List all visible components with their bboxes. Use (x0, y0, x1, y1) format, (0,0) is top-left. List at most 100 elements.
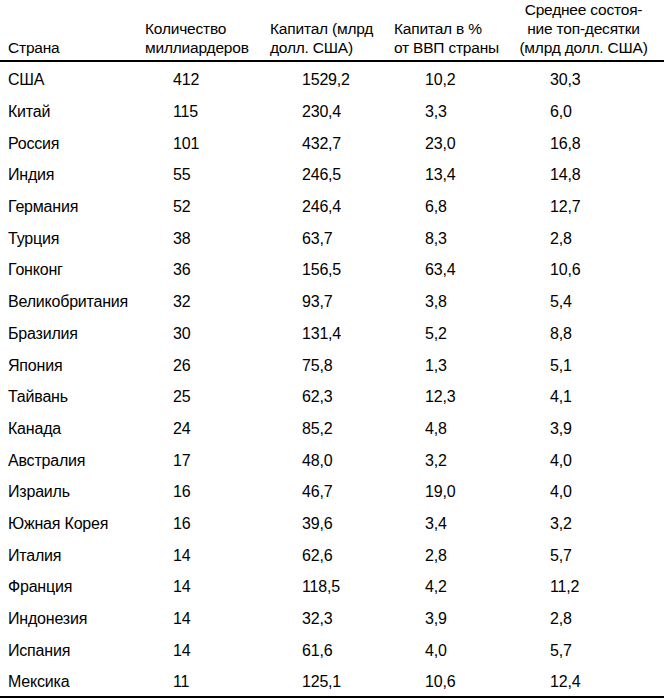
cell-avg-top10-wealth: 5,7 (503, 547, 664, 565)
table-row: Япония2675,81,35,1 (0, 347, 664, 379)
cell-country: Индия (0, 166, 145, 184)
cell-billionaire-count: 115 (145, 103, 270, 121)
column-header-avg-top10-wealth: Среднее состоя- ние топ-десятки (млрд до… (503, 0, 664, 57)
cell-billionaire-count: 26 (145, 357, 270, 375)
cell-billionaire-count: 24 (145, 420, 270, 438)
cell-capital: 156,5 (270, 261, 394, 279)
table-row: Южная Корея1639,63,43,2 (0, 506, 664, 538)
cell-country: Великобритания (0, 293, 145, 311)
cell-capital: 48,0 (270, 452, 394, 470)
table-row: Гонконг36156,563,410,6 (0, 252, 664, 284)
cell-avg-top10-wealth: 16,8 (503, 135, 664, 153)
cell-billionaire-count: 32 (145, 293, 270, 311)
cell-avg-top10-wealth: 8,8 (503, 325, 664, 343)
cell-avg-top10-wealth: 2,8 (503, 230, 664, 248)
cell-capital: 63,7 (270, 230, 394, 248)
cell-billionaire-count: 17 (145, 452, 270, 470)
column-header-line: Капитал в % (394, 19, 503, 38)
table-row: США4121529,210,230,3 (0, 62, 664, 94)
cell-capital: 432,7 (270, 135, 394, 153)
cell-avg-top10-wealth: 12,4 (503, 673, 664, 691)
column-header-line: Капитал (млрд (270, 19, 394, 38)
table-row: Австралия1748,03,24,0 (0, 442, 664, 474)
cell-capital: 39,6 (270, 515, 394, 533)
cell-capital-pct-gdp: 6,8 (394, 198, 503, 216)
cell-capital-pct-gdp: 3,4 (394, 515, 503, 533)
table-row: Индонезия1432,33,92,8 (0, 601, 664, 633)
cell-country: США (0, 71, 145, 89)
cell-capital: 32,3 (270, 610, 394, 628)
cell-capital: 93,7 (270, 293, 394, 311)
table-header: Страна Количество миллиардеров Капитал (… (0, 0, 664, 62)
table-row: Израиль1646,719,04,0 (0, 474, 664, 506)
cell-country: Южная Корея (0, 515, 145, 533)
cell-country: Тайвань (0, 388, 145, 406)
cell-capital-pct-gdp: 3,9 (394, 610, 503, 628)
table-row: Великобритания3293,73,85,4 (0, 284, 664, 316)
column-header-line: Среднее состоя- (503, 0, 664, 19)
cell-billionaire-count: 38 (145, 230, 270, 248)
cell-capital-pct-gdp: 3,3 (394, 103, 503, 121)
cell-avg-top10-wealth: 5,4 (503, 293, 664, 311)
column-header-line: миллиардеров (145, 38, 270, 57)
cell-avg-top10-wealth: 4,1 (503, 388, 664, 406)
table-body: США4121529,210,230,3Китай115230,43,36,0Р… (0, 62, 664, 696)
cell-country: Индонезия (0, 610, 145, 628)
table-row: Турция3863,78,32,8 (0, 220, 664, 252)
cell-capital-pct-gdp: 63,4 (394, 261, 503, 279)
cell-capital-pct-gdp: 4,0 (394, 642, 503, 660)
cell-country: Канада (0, 420, 145, 438)
table-row: Китай115230,43,36,0 (0, 94, 664, 126)
cell-avg-top10-wealth: 4,0 (503, 483, 664, 501)
cell-avg-top10-wealth: 10,6 (503, 261, 664, 279)
cell-capital: 62,3 (270, 388, 394, 406)
cell-capital: 230,4 (270, 103, 394, 121)
cell-country: Россия (0, 135, 145, 153)
column-header-line: Страна (8, 38, 145, 57)
cell-billionaire-count: 55 (145, 166, 270, 184)
cell-capital-pct-gdp: 2,8 (394, 547, 503, 565)
table-row: Индия55246,513,414,8 (0, 157, 664, 189)
cell-avg-top10-wealth: 12,7 (503, 198, 664, 216)
cell-avg-top10-wealth: 5,1 (503, 357, 664, 375)
cell-capital-pct-gdp: 8,3 (394, 230, 503, 248)
cell-capital-pct-gdp: 10,6 (394, 673, 503, 691)
cell-avg-top10-wealth: 3,2 (503, 515, 664, 533)
cell-billionaire-count: 36 (145, 261, 270, 279)
cell-avg-top10-wealth: 4,0 (503, 452, 664, 470)
table-row: Бразилия30131,45,28,8 (0, 316, 664, 348)
cell-country: Германия (0, 198, 145, 216)
column-header-country: Страна (0, 38, 145, 57)
cell-avg-top10-wealth: 5,7 (503, 642, 664, 660)
cell-country: Израиль (0, 483, 145, 501)
cell-capital-pct-gdp: 1,3 (394, 357, 503, 375)
cell-avg-top10-wealth: 11,2 (503, 578, 664, 596)
cell-capital: 131,4 (270, 325, 394, 343)
cell-country: Гонконг (0, 261, 145, 279)
cell-billionaire-count: 14 (145, 578, 270, 596)
table-row: Россия101432,723,016,8 (0, 125, 664, 157)
cell-country: Мексика (0, 673, 145, 691)
column-header-line: долл. США) (270, 38, 394, 57)
cell-capital: 62,6 (270, 547, 394, 565)
cell-billionaire-count: 14 (145, 547, 270, 565)
cell-capital: 75,8 (270, 357, 394, 375)
cell-capital-pct-gdp: 23,0 (394, 135, 503, 153)
cell-country: Франция (0, 578, 145, 596)
cell-billionaire-count: 14 (145, 642, 270, 660)
table-row: Канада2485,24,83,9 (0, 411, 664, 443)
cell-country: Япония (0, 357, 145, 375)
cell-capital-pct-gdp: 5,2 (394, 325, 503, 343)
cell-capital: 85,2 (270, 420, 394, 438)
cell-capital: 125,1 (270, 673, 394, 691)
cell-capital-pct-gdp: 12,3 (394, 388, 503, 406)
country-billionaires-table: Страна Количество миллиардеров Капитал (… (0, 0, 664, 698)
cell-billionaire-count: 16 (145, 483, 270, 501)
cell-billionaire-count: 11 (145, 673, 270, 691)
cell-country: Испания (0, 642, 145, 660)
cell-capital-pct-gdp: 4,8 (394, 420, 503, 438)
table-row: Франция14118,54,211,2 (0, 569, 664, 601)
cell-country: Китай (0, 103, 145, 121)
column-header-line: от ВВП страны (394, 38, 503, 57)
cell-capital-pct-gdp: 3,8 (394, 293, 503, 311)
